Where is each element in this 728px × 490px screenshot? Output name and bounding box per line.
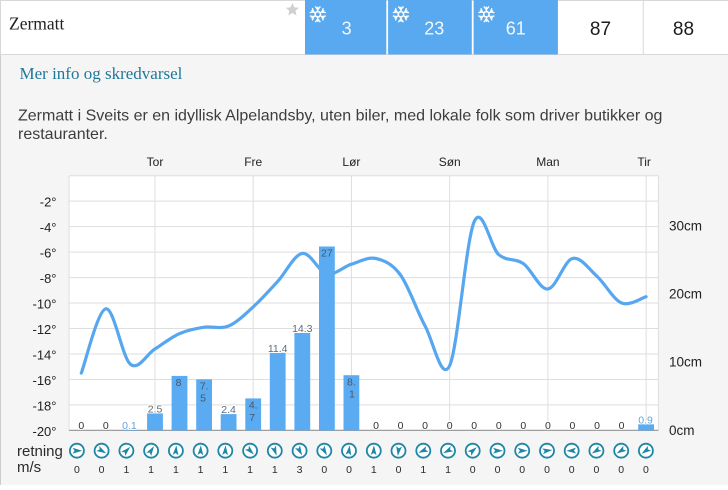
svg-text:0: 0 [544,464,550,476]
svg-text:7: 7 [249,412,255,424]
svg-text:-14°: -14° [33,347,57,362]
svg-text:11.4: 11.4 [268,343,288,355]
svg-text:2.4: 2.4 [221,404,236,416]
svg-text:0: 0 [78,420,84,432]
svg-text:0: 0 [619,420,625,432]
svg-text:30cm: 30cm [669,219,702,234]
svg-text:1: 1 [349,389,355,401]
svg-text:0: 0 [99,464,105,476]
svg-text:0cm: 0cm [669,423,695,438]
svg-text:Zermatt: Zermatt [9,14,65,34]
svg-text:23: 23 [424,19,444,39]
svg-text:5: 5 [200,393,206,405]
svg-text:3: 3 [342,19,352,39]
svg-text:0: 0 [545,420,551,432]
svg-text:0: 0 [520,420,526,432]
svg-text:0: 0 [422,420,428,432]
svg-text:Søn: Søn [439,155,461,169]
svg-text:1: 1 [272,464,278,476]
svg-text:1: 1 [247,464,253,476]
svg-text:-4°: -4° [40,220,57,235]
svg-text:0.9: 0.9 [638,414,653,426]
svg-text:20cm: 20cm [669,287,702,302]
svg-text:-6°: -6° [40,246,57,261]
svg-text:1: 1 [173,464,179,476]
svg-text:Tor: Tor [147,155,164,169]
svg-text:0: 0 [398,420,404,432]
svg-text:Mer info og skredvarsel: Mer info og skredvarsel [20,64,183,83]
svg-text:Zermatt i Sveits er en idyllis: Zermatt i Sveits er en idyllisk Alpeland… [18,108,662,125]
svg-text:61: 61 [506,19,526,39]
svg-text:14.3: 14.3 [292,323,313,335]
svg-text:0: 0 [569,464,575,476]
svg-text:3: 3 [297,464,303,476]
svg-text:1: 1 [222,464,228,476]
svg-text:-18°: -18° [33,398,57,413]
svg-text:1: 1 [371,464,377,476]
svg-text:27: 27 [321,248,333,260]
svg-text:0: 0 [471,420,477,432]
svg-text:restauranter.: restauranter. [18,126,108,143]
svg-text:-16°: -16° [33,373,57,388]
svg-text:8.: 8. [347,376,356,388]
svg-text:0: 0 [496,420,502,432]
svg-text:-10°: -10° [33,296,57,311]
svg-text:-12°: -12° [33,322,57,337]
svg-text:0: 0 [470,464,476,476]
svg-text:Lør: Lør [342,155,360,169]
svg-text:0: 0 [569,420,575,432]
svg-text:0: 0 [103,420,109,432]
svg-text:-8°: -8° [40,271,57,286]
svg-text:1: 1 [198,464,204,476]
svg-text:-2°: -2° [40,195,57,210]
svg-text:0: 0 [373,420,379,432]
svg-text:retning: retning [17,443,63,460]
svg-text:0: 0 [321,464,327,476]
svg-text:2.5: 2.5 [148,403,163,415]
svg-text:4.: 4. [249,400,258,412]
svg-text:7.: 7. [200,381,209,393]
svg-text:0: 0 [594,420,600,432]
svg-text:-20°: -20° [33,424,57,439]
svg-text:87: 87 [590,19,611,40]
svg-text:0: 0 [74,464,80,476]
svg-text:0: 0 [396,464,402,476]
svg-text:Tir: Tir [637,155,651,169]
svg-text:Fre: Fre [244,155,262,169]
svg-text:88: 88 [673,19,694,40]
svg-text:0.1: 0.1 [122,420,137,432]
svg-text:1: 1 [148,464,154,476]
svg-text:Man: Man [536,155,559,169]
svg-text:0: 0 [519,464,525,476]
svg-text:8: 8 [176,377,182,389]
svg-text:0: 0 [447,420,453,432]
svg-text:10cm: 10cm [669,355,702,370]
svg-text:0: 0 [643,464,649,476]
svg-text:0: 0 [346,464,352,476]
svg-text:0: 0 [495,464,501,476]
svg-text:1: 1 [445,464,451,476]
svg-text:0: 0 [593,464,599,476]
svg-text:0: 0 [618,464,624,476]
svg-text:1: 1 [420,464,426,476]
svg-text:1: 1 [123,464,129,476]
svg-text:m/s: m/s [17,459,41,476]
